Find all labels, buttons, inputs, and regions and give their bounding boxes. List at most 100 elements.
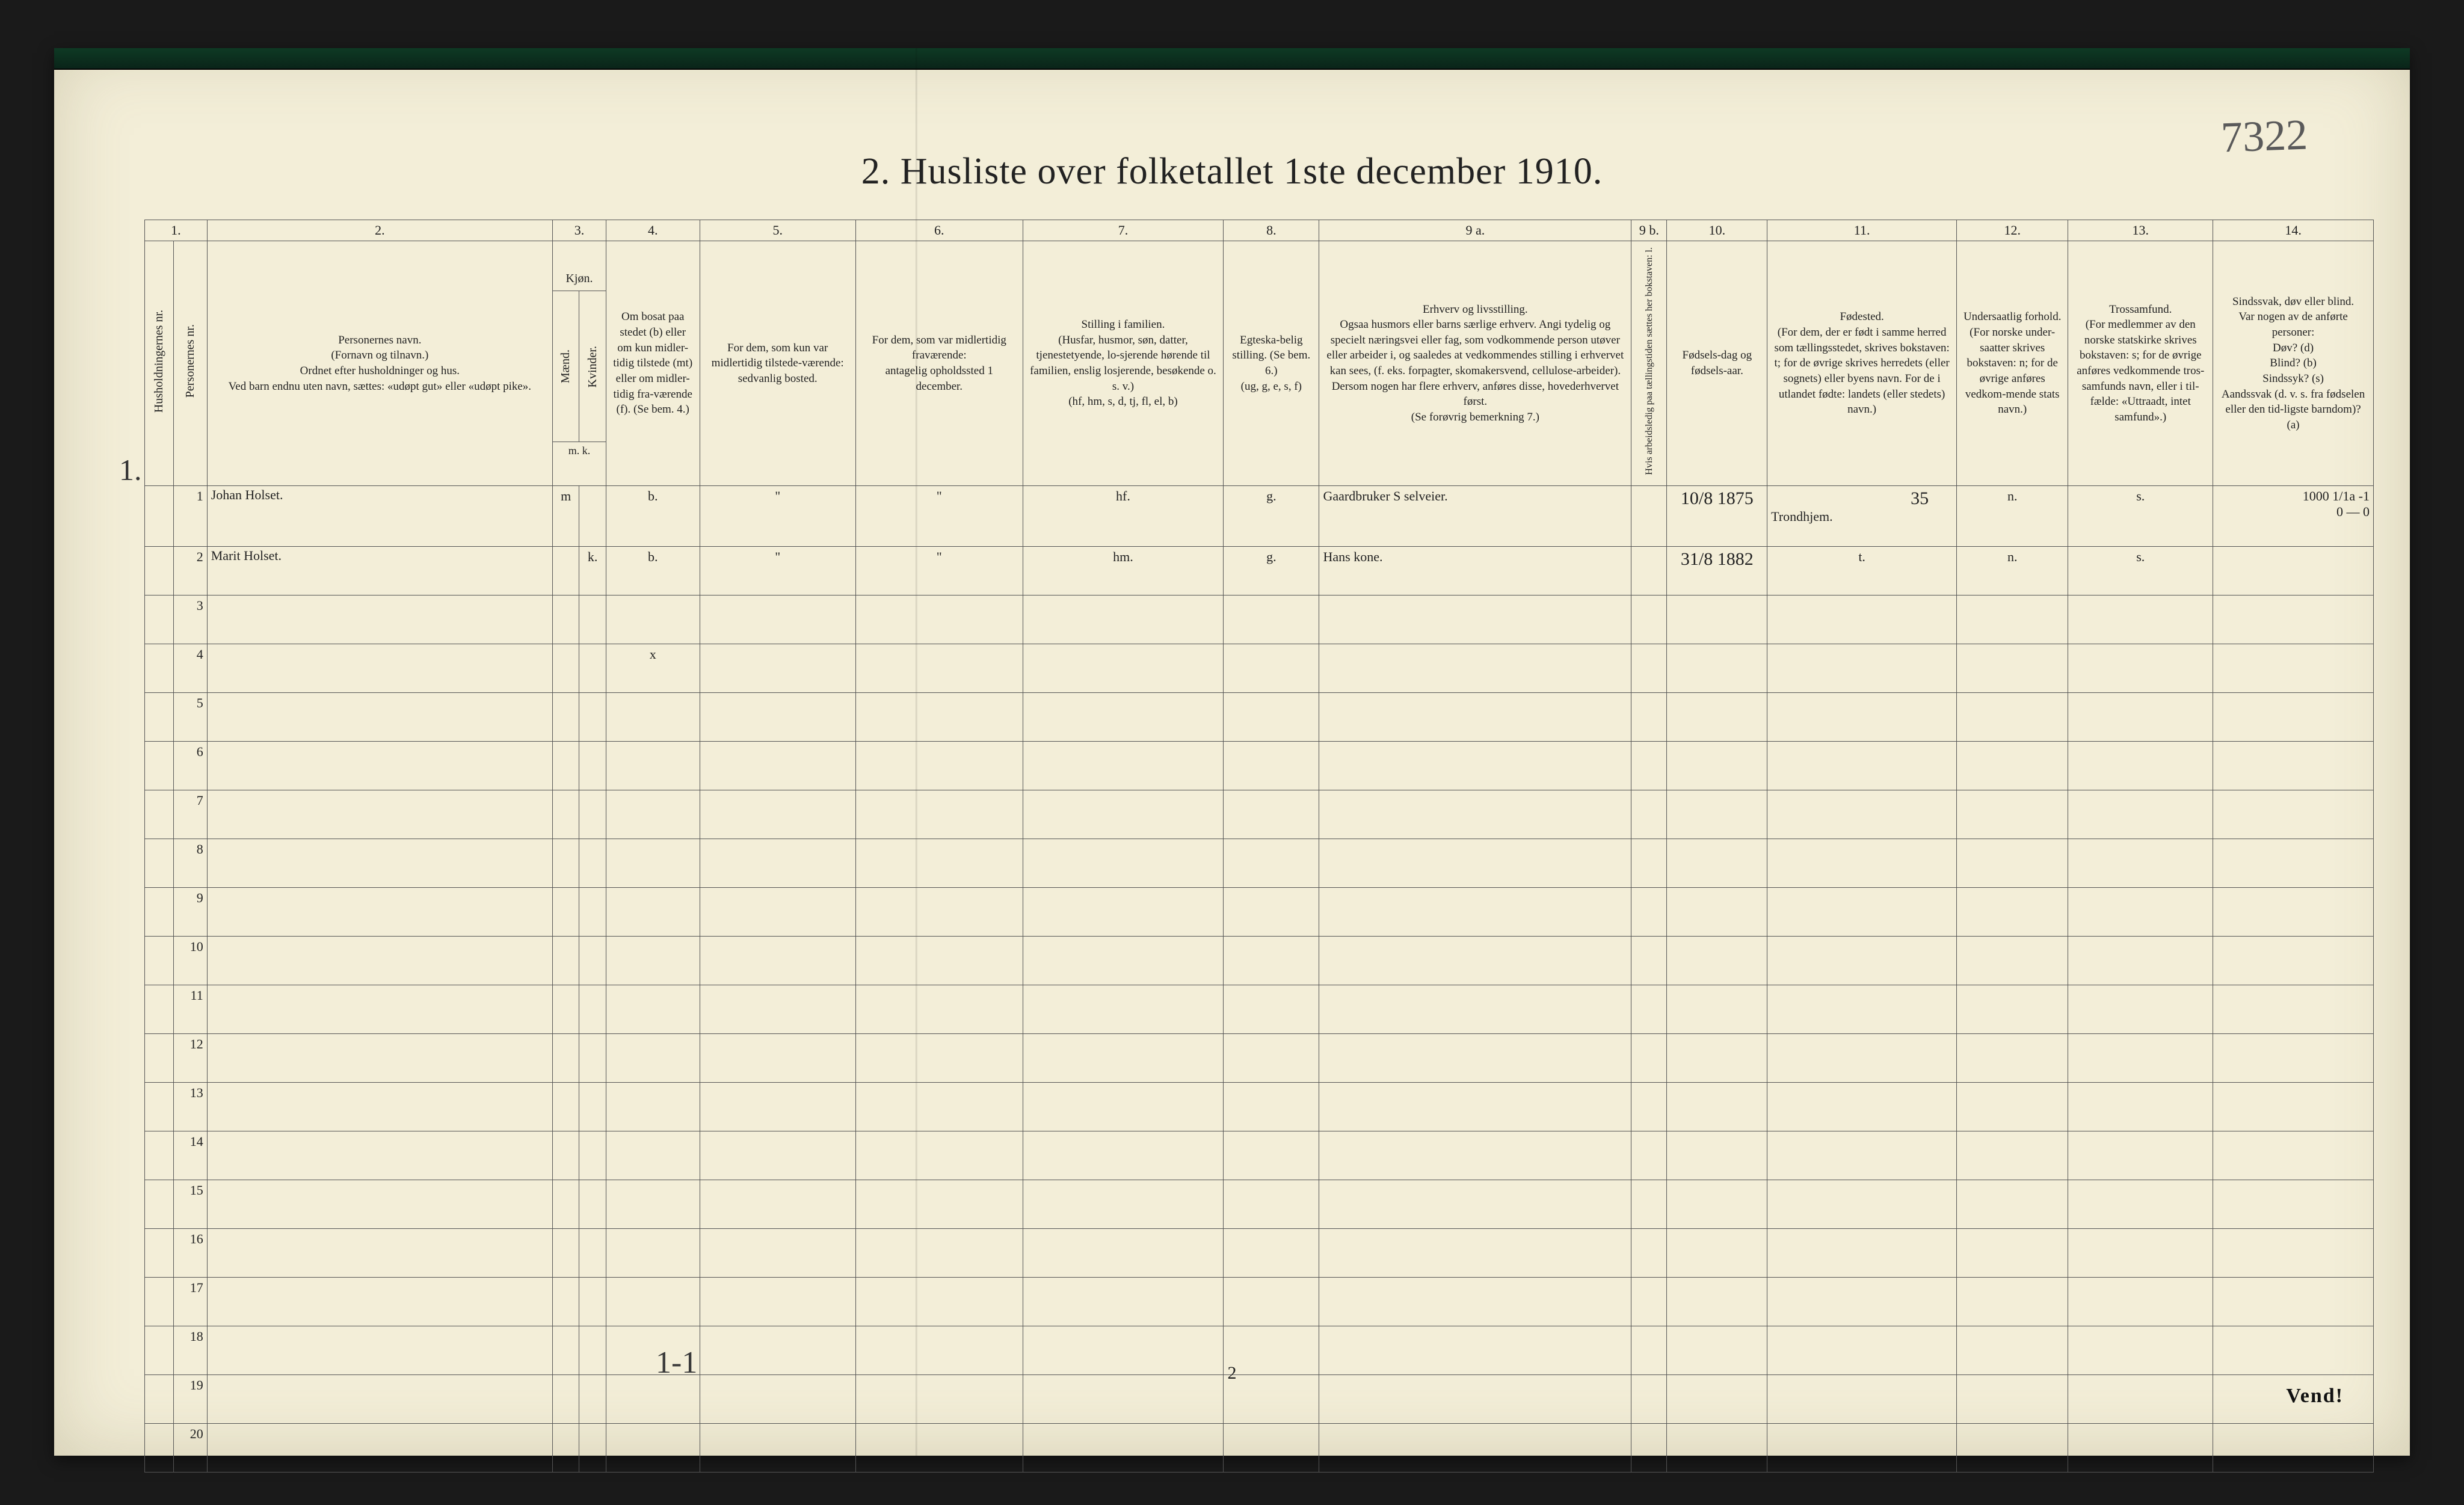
col-2-header: Personernes navn. (Fornavn og tilnavn.) …	[207, 241, 552, 486]
cell-empty	[1631, 1131, 1667, 1180]
cell-empty	[1957, 888, 2068, 937]
cell-empty	[553, 1131, 579, 1180]
cell-empty	[579, 1375, 606, 1424]
cell-empty	[2068, 596, 2213, 644]
cell-empty	[2213, 1278, 2374, 1326]
cell-empty	[1667, 596, 1767, 644]
cell-empty	[1319, 1326, 1631, 1375]
cell-person-num: 8	[174, 839, 208, 888]
cell-empty	[1224, 937, 1319, 985]
cell-empty	[1023, 1131, 1223, 1180]
cell-empty	[1667, 1034, 1767, 1083]
cell-empty	[207, 1180, 552, 1229]
cell-empty	[1023, 1424, 1223, 1473]
cell-nationality: n.	[1957, 547, 2068, 596]
cell-empty	[1319, 1180, 1631, 1229]
footer-tally-handwritten: 1-1	[656, 1345, 697, 1380]
cell-col6: "	[855, 486, 1023, 547]
cell-empty	[145, 596, 174, 644]
cell-person-num: 7	[174, 790, 208, 839]
cell-empty	[1631, 1375, 1667, 1424]
footer-vend: Vend!	[2286, 1385, 2344, 1408]
cell-empty	[1224, 839, 1319, 888]
cell-empty	[553, 1083, 579, 1131]
col-11-header: Fødested. (For dem, der er født i samme …	[1767, 241, 1957, 486]
cell-empty	[145, 937, 174, 985]
cell-person-num: 17	[174, 1278, 208, 1326]
col-14-header: Sindssvak, døv eller blind. Var nogen av…	[2213, 241, 2374, 486]
cell-empty	[606, 790, 700, 839]
cell-empty	[145, 644, 174, 693]
cell-empty	[145, 1034, 174, 1083]
cell-empty	[207, 1229, 552, 1278]
cell-empty	[1957, 790, 2068, 839]
cell-col9b	[1631, 486, 1667, 547]
cell-empty	[606, 1180, 700, 1229]
cell-empty	[553, 985, 579, 1034]
cell-residence: b.	[606, 486, 700, 547]
cell-empty	[145, 693, 174, 742]
cell-empty	[2068, 1375, 2213, 1424]
cell-empty	[579, 790, 606, 839]
cell-empty	[2068, 985, 2213, 1034]
cell-empty	[1767, 1229, 1957, 1278]
cell-person-num: 4	[174, 644, 208, 693]
cell-empty	[145, 888, 174, 937]
cell-empty	[700, 1326, 855, 1375]
table-row: 19	[145, 1375, 2374, 1424]
cell-empty	[1957, 1083, 2068, 1131]
cell-empty	[700, 888, 855, 937]
cell-empty	[579, 1180, 606, 1229]
colnum-9b: 9 b.	[1631, 220, 1667, 241]
table-row: 4x	[145, 644, 2374, 693]
cell-empty	[553, 1180, 579, 1229]
cell-empty	[855, 888, 1023, 937]
cell-empty	[855, 1375, 1023, 1424]
cell-empty	[207, 1375, 552, 1424]
cell-empty	[700, 1375, 855, 1424]
cell-empty	[855, 596, 1023, 644]
binding-top-bar	[54, 48, 2410, 70]
cell-empty	[553, 1375, 579, 1424]
col-1a-label: Husholdningernes nr.	[151, 310, 167, 413]
cell-empty	[553, 1326, 579, 1375]
table-row: 2 Marit Holset. k. b. " " hm. g. Hans ko…	[145, 547, 2374, 596]
cell-person-num: 9	[174, 888, 208, 937]
cell-empty	[606, 1375, 700, 1424]
cell-empty	[1631, 1180, 1667, 1229]
cell-empty	[1224, 1278, 1319, 1326]
table-row: 3	[145, 596, 2374, 644]
cell-empty	[2213, 1424, 2374, 1473]
table-body: 1 Johan Holset. m b. " " hf. g. Gaardbru…	[145, 486, 2374, 1473]
cell-empty	[553, 1034, 579, 1083]
cell-empty	[579, 1278, 606, 1326]
cell-empty	[2068, 1083, 2213, 1131]
cell-empty	[207, 644, 552, 693]
cell-empty	[1667, 1326, 1767, 1375]
cell-empty	[1667, 937, 1767, 985]
cell-empty	[145, 985, 174, 1034]
cell-empty	[1224, 644, 1319, 693]
cell-empty	[145, 742, 174, 790]
cell-empty	[579, 1083, 606, 1131]
cell-empty	[606, 1131, 700, 1180]
cell-empty	[855, 1034, 1023, 1083]
cell-empty	[606, 693, 700, 742]
cell-empty	[553, 596, 579, 644]
cell-empty	[1319, 1229, 1631, 1278]
cell-empty	[1767, 790, 1957, 839]
cell-empty	[1631, 644, 1667, 693]
cell-empty	[553, 693, 579, 742]
cell-empty	[1631, 985, 1667, 1034]
cell-empty	[1767, 985, 1957, 1034]
cell-empty	[1667, 1180, 1767, 1229]
cell-empty	[579, 839, 606, 888]
cell-empty	[1667, 888, 1767, 937]
cell-empty	[1767, 1131, 1957, 1180]
footer-page-number: 2	[1228, 1363, 1237, 1383]
cell-empty	[207, 839, 552, 888]
cell-birthplace: 35 Trondhjem.	[1767, 486, 1957, 547]
cell-empty	[1224, 1131, 1319, 1180]
cell-sex-k: k.	[579, 547, 606, 596]
colnum-7: 7.	[1023, 220, 1223, 241]
